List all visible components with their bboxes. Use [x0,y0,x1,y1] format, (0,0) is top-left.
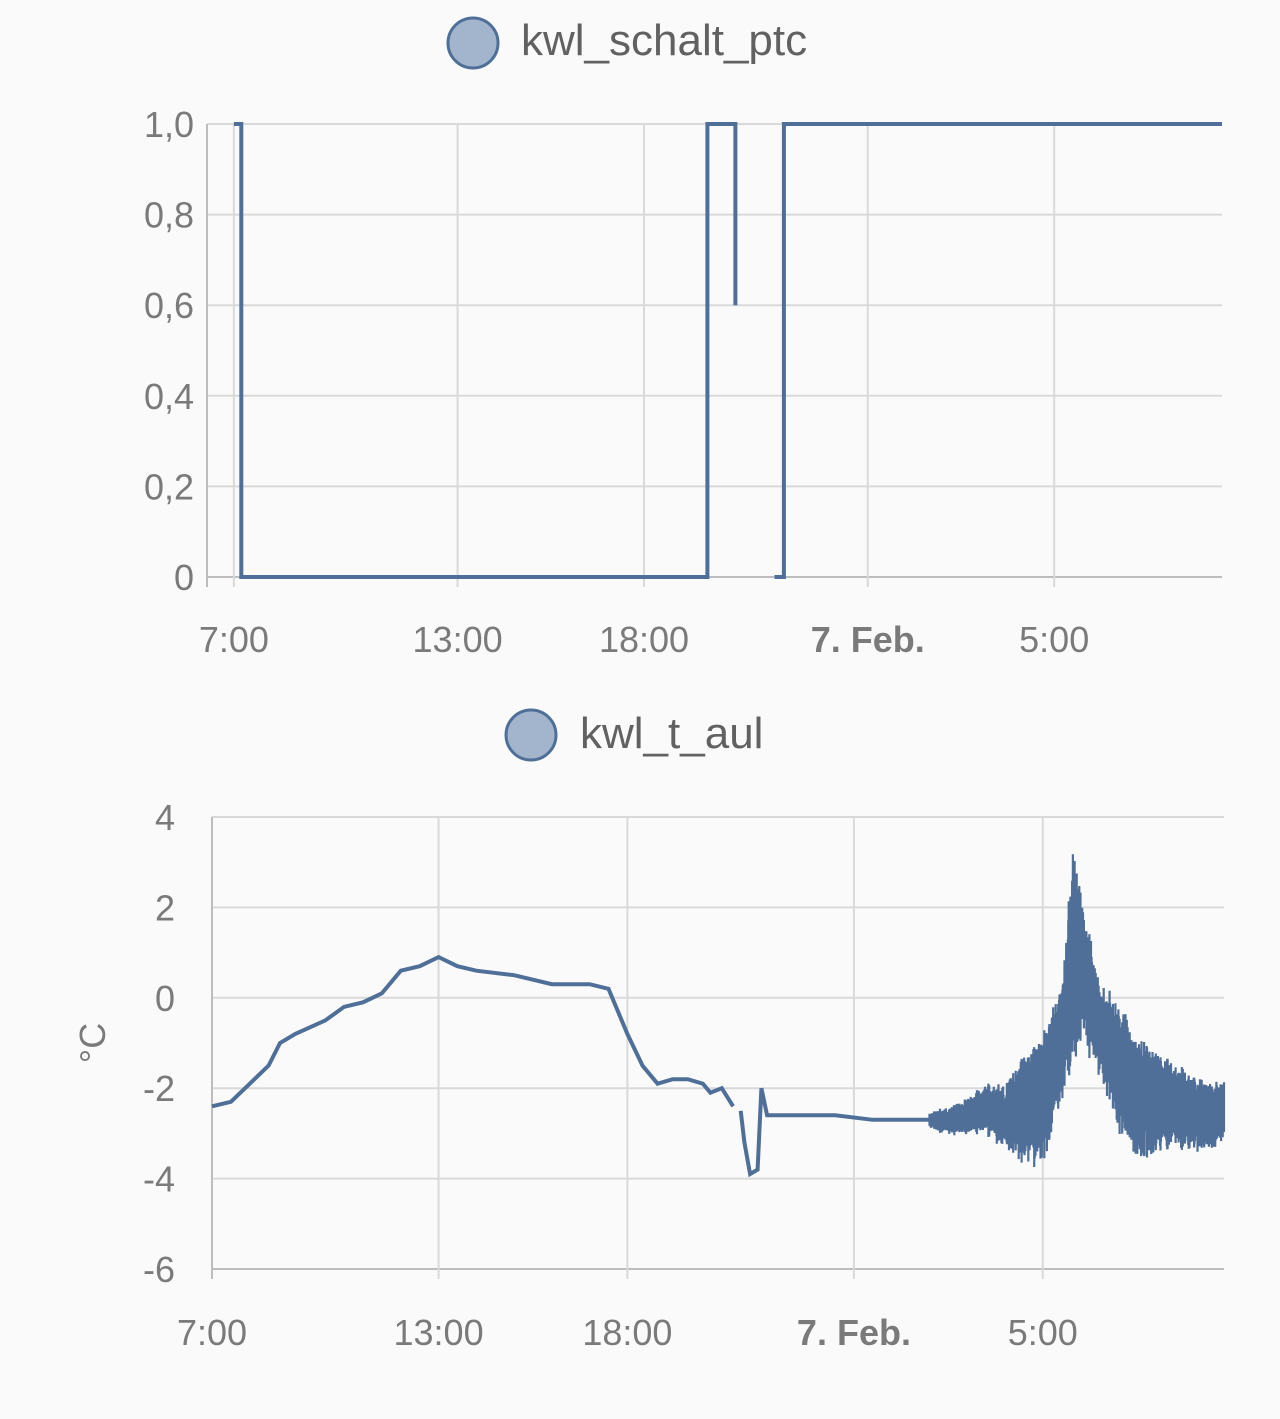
plot-area [211,854,1226,1178]
series-noise-band [928,854,1226,1168]
y-tick-label: 0,6 [144,285,194,326]
y-tick-label: 4 [155,797,175,838]
x-tick-label: 7. Feb. [797,1312,911,1353]
y-tick-label: -2 [143,1068,175,1109]
x-tick-label: 5:00 [1019,619,1089,660]
x-tick-label: 18:00 [599,619,689,660]
y-tick-label: -6 [143,1249,175,1290]
legend[interactable]: kwl_schalt_ptc [446,16,807,70]
series-line-segment [233,122,738,579]
series-line-segment [774,122,1222,579]
series-line-segment [738,949,1226,1178]
y-tick-label: 0,8 [144,195,194,236]
y-axis-unit: °C [72,1023,113,1063]
x-tick-label: 13:00 [394,1312,484,1353]
y-tick-label: 2 [155,887,175,928]
grid [206,123,1222,587]
y-tick-label: 0 [155,978,175,1019]
y-tick-label: -4 [143,1159,175,1200]
chart-kwl-schalt-ptc: kwl_schalt_ptc 0 0,2 0,4 0,6 0,8 1,0 7:00 13:0… [144,16,1222,660]
y-tick-label: 1,0 [144,104,194,145]
y-axis: 0 0,2 0,4 0,6 0,8 1,0 [144,104,194,598]
grid [211,816,1224,1279]
legend-label: kwl_schalt_ptc [521,16,807,65]
y-tick-label: 0,4 [144,376,194,417]
y-axis: 4 2 0 -2 -4 -6 [143,797,175,1290]
x-axis: 7:00 13:00 18:00 7. Feb. 5:00 [199,619,1089,660]
legend[interactable]: kwl_t_aul [504,708,763,762]
x-axis: 7:00 13:00 18:00 7. Feb. 5:00 [177,1312,1078,1353]
x-tick-label: 7. Feb. [811,619,925,660]
chart-kwl-t-aul: kwl_t_aul °C 4 2 0 -2 -4 -6 7:00 13:00 18:00 7. … [72,708,1226,1353]
legend-label: kwl_t_aul [580,709,763,758]
x-tick-label: 5:00 [1008,1312,1078,1353]
plot-area [233,122,1222,579]
series-line-segment [211,954,735,1109]
x-tick-label: 13:00 [413,619,503,660]
x-tick-label: 7:00 [177,1312,247,1353]
legend-swatch [504,708,558,762]
x-tick-label: 7:00 [199,619,269,660]
y-tick-label: 0,2 [144,466,194,507]
y-tick-label: 0 [174,557,194,598]
x-tick-label: 18:00 [582,1312,672,1353]
legend-swatch [446,16,500,70]
